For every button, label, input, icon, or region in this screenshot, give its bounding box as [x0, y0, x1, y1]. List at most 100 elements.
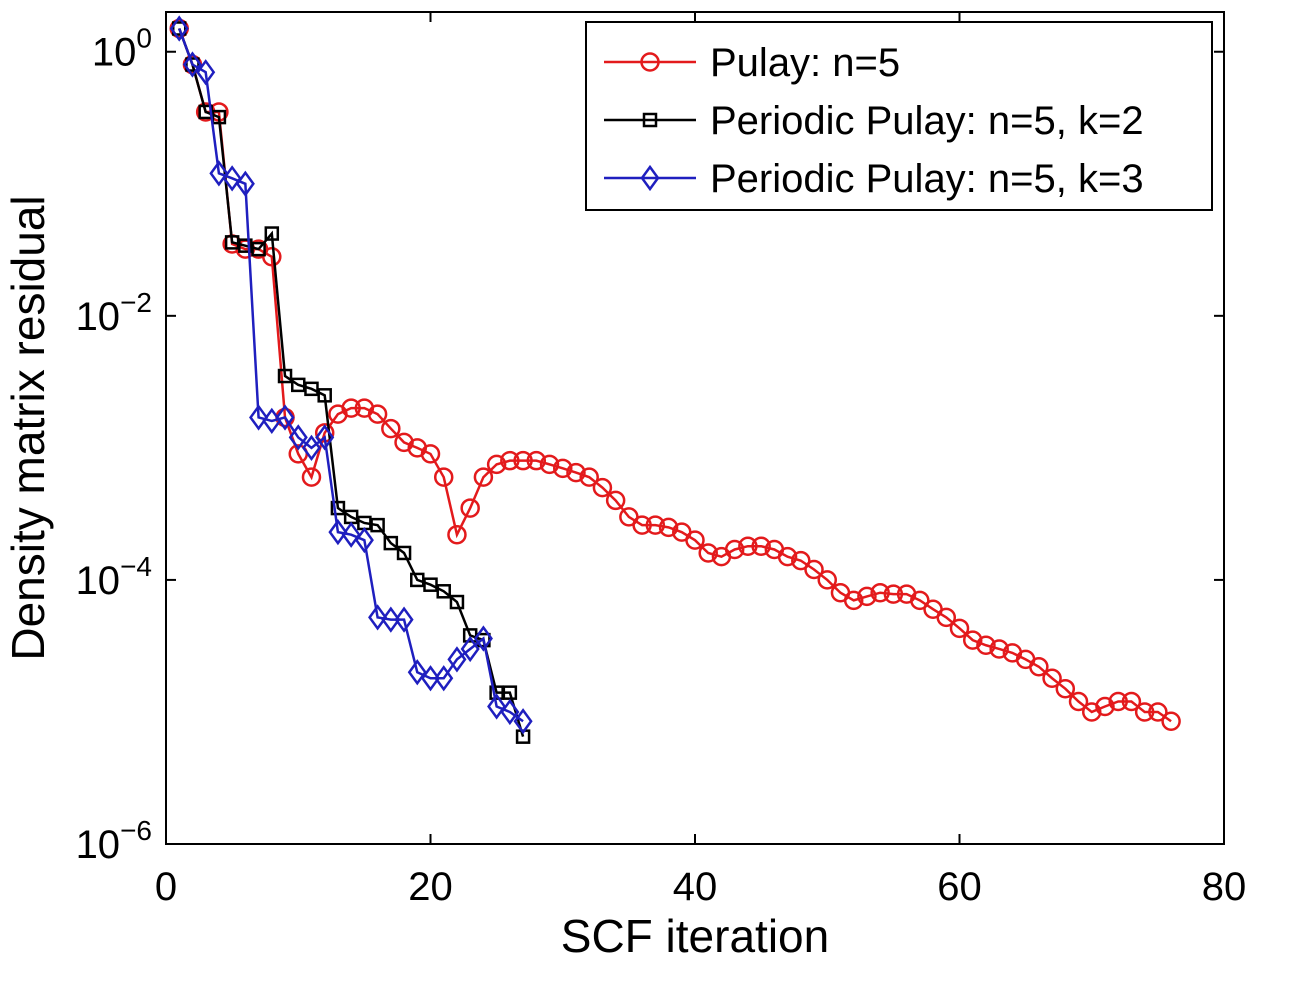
data-point	[354, 527, 374, 554]
data-point	[658, 517, 679, 538]
data-point	[685, 530, 705, 550]
legend-label: Pulay: n=5	[710, 41, 900, 85]
series-line	[178, 28, 1172, 723]
data-point	[804, 559, 824, 580]
data-point	[605, 490, 626, 511]
data-point	[433, 467, 454, 487]
data-point	[502, 685, 518, 700]
data-point	[791, 550, 811, 571]
data-point	[171, 21, 187, 36]
data-point	[777, 546, 798, 567]
plot-frame	[165, 11, 1225, 845]
data-point	[949, 618, 970, 639]
data-point	[1161, 711, 1181, 732]
data-point	[317, 388, 332, 403]
data-point	[381, 418, 401, 439]
data-point	[738, 536, 758, 556]
tick-labels: 0 20 40 60 80 100 10−2 10−4 10−6	[76, 23, 1247, 909]
data-point	[251, 241, 266, 257]
data-point	[751, 536, 771, 556]
data-point	[1148, 702, 1168, 722]
data-point	[420, 444, 441, 464]
data-point	[341, 521, 361, 548]
data-point	[486, 454, 507, 475]
data-point	[209, 160, 229, 187]
data-point	[883, 584, 904, 604]
data-point	[407, 659, 427, 686]
data-point	[566, 462, 586, 483]
data-point	[513, 450, 533, 471]
x-tick-label: 40	[673, 865, 718, 909]
data-point	[936, 607, 957, 628]
y-tick-label: 100	[92, 23, 152, 75]
x-tick-label: 60	[937, 865, 982, 909]
data-point	[396, 545, 412, 561]
data-point	[976, 635, 996, 656]
data-point	[645, 515, 666, 535]
data-point	[1055, 678, 1076, 699]
data-point	[1134, 702, 1155, 722]
y-axis-title: Density matrix residual	[2, 195, 54, 660]
data-point	[315, 424, 335, 451]
data-point	[185, 57, 200, 72]
legend-marker	[640, 164, 660, 192]
data-point	[843, 590, 864, 611]
legend-marker	[642, 112, 658, 128]
series-circle	[169, 18, 1181, 732]
data-point	[370, 517, 385, 533]
data-point	[1108, 691, 1128, 712]
data-point	[910, 590, 930, 611]
y-tick-label: 10−6	[76, 815, 152, 867]
data-point	[500, 450, 520, 471]
legend-marker	[640, 52, 660, 72]
data-point	[420, 665, 441, 692]
data-point	[211, 109, 227, 125]
data-point	[394, 432, 414, 453]
data-point	[262, 247, 282, 267]
data-point	[1082, 702, 1102, 722]
data-point	[394, 606, 414, 633]
data-point	[182, 51, 202, 78]
series-layer	[169, 15, 1181, 744]
data-point	[330, 500, 346, 516]
data-point	[222, 165, 242, 192]
data-point	[301, 434, 322, 461]
series-line	[178, 28, 525, 738]
data-point	[368, 604, 388, 631]
data-point	[870, 582, 890, 603]
data-point	[447, 524, 467, 545]
data-point	[473, 625, 493, 652]
data-point	[264, 226, 280, 241]
data-point	[381, 606, 401, 633]
data-point	[341, 398, 361, 418]
data-point	[447, 646, 467, 673]
legend: Pulay: n=5 Periodic Pulay: n=5, k=2 Period…	[585, 21, 1213, 211]
data-point	[1121, 691, 1142, 712]
y-tick-label: 10−2	[76, 287, 152, 339]
data-point	[169, 15, 189, 42]
data-point	[196, 59, 216, 86]
data-point	[301, 467, 322, 487]
data-point	[592, 477, 613, 498]
data-point	[436, 584, 451, 599]
data-point	[487, 693, 507, 720]
data-point	[1029, 656, 1049, 677]
data-point	[553, 458, 573, 479]
data-point	[328, 519, 348, 546]
data-point	[1042, 668, 1062, 689]
x-axis-title: SCF iteration	[561, 910, 829, 962]
data-point	[989, 639, 1009, 659]
data-point	[249, 404, 269, 431]
data-point	[1068, 691, 1089, 712]
data-point	[632, 515, 652, 535]
data-point	[235, 170, 255, 197]
data-point	[539, 454, 560, 475]
data-point	[449, 594, 465, 610]
data-point	[579, 467, 599, 487]
data-point	[513, 708, 533, 735]
data-point	[383, 535, 399, 551]
x-tick-label: 0	[155, 865, 177, 909]
series-square	[171, 21, 531, 744]
data-point	[460, 498, 480, 518]
